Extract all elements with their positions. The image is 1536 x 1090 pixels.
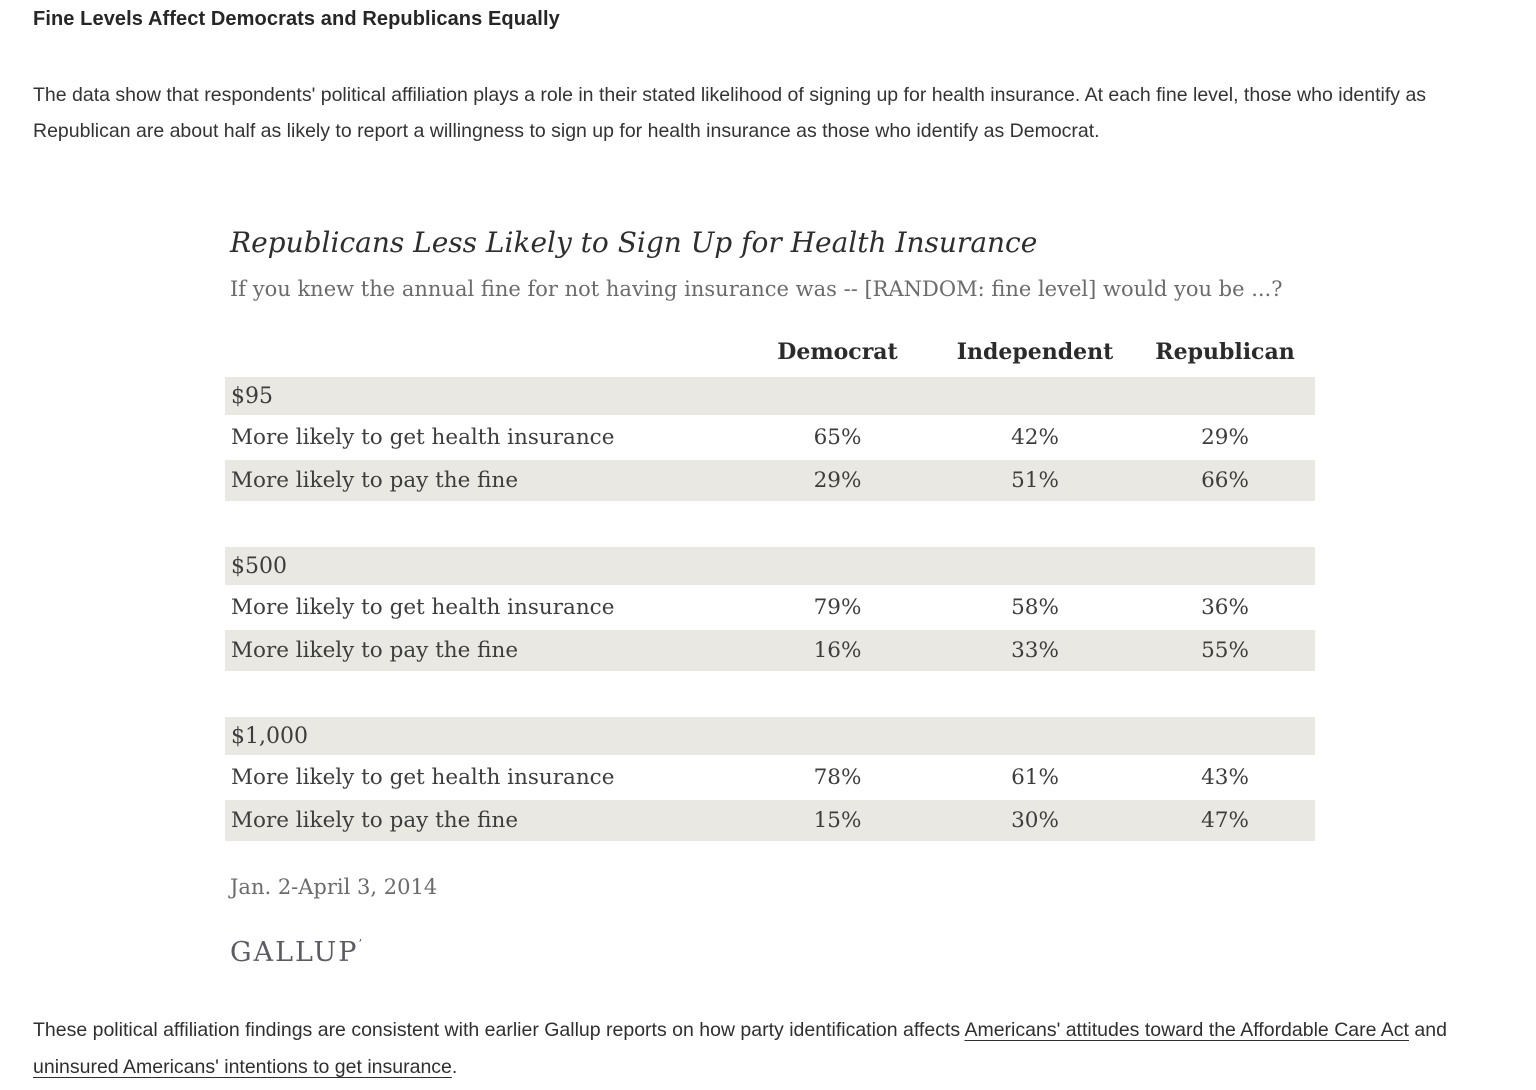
table-row: More likely to pay the fine 29% 51% 66% xyxy=(225,460,1315,501)
cell-independent: 51% xyxy=(1011,468,1059,493)
row-label: More likely to get health insurance xyxy=(231,425,615,450)
fine-level-band: $1,000 xyxy=(225,717,1315,755)
link-uninsured-intentions[interactable]: uninsured Americans' intentions to get i… xyxy=(33,1056,452,1078)
cell-republican: 43% xyxy=(1201,765,1249,790)
cell-independent: 61% xyxy=(1011,765,1059,790)
column-header-independent: Independent xyxy=(956,339,1114,365)
gallup-trademark: ’ xyxy=(358,937,363,951)
gallup-logo: GALLUP’ xyxy=(225,937,1315,968)
row-label: More likely to get health insurance xyxy=(231,595,615,620)
gallup-table: Republicans Less Likely to Sign Up for H… xyxy=(225,226,1315,968)
link-aca-attitudes[interactable]: Americans' attitudes toward the Affordab… xyxy=(964,1019,1409,1041)
chart-subtitle: If you knew the annual fine for not havi… xyxy=(230,277,1283,301)
fine-level-band: $95 xyxy=(225,377,1315,415)
row-label: More likely to pay the fine xyxy=(231,638,519,663)
table-row: More likely to get health insurance 78% … xyxy=(225,757,1315,798)
date-range: Jan. 2-April 3, 2014 xyxy=(230,875,438,899)
row-label: More likely to get health insurance xyxy=(231,765,615,790)
cell-republican: 47% xyxy=(1201,808,1249,833)
table-row: More likely to get health insurance 65% … xyxy=(225,417,1315,458)
cell-independent: 42% xyxy=(1011,425,1059,450)
cell-independent: 30% xyxy=(1011,808,1059,833)
cell-democrat: 65% xyxy=(813,425,862,450)
fine-level-label: $500 xyxy=(231,553,287,579)
fine-group-1000: $1,000 More likely to get health insuran… xyxy=(225,717,1315,841)
row-label: More likely to pay the fine xyxy=(231,808,519,833)
cell-democrat: 79% xyxy=(813,595,862,620)
chart-title: Republicans Less Likely to Sign Up for H… xyxy=(230,226,1038,259)
footer-text-mid: and xyxy=(1408,1019,1447,1041)
article-heading: Fine Levels Affect Democrats and Republi… xyxy=(33,8,560,30)
table-header-row: Democrat Independent Republican xyxy=(225,338,1315,366)
table-row: More likely to pay the fine 15% 30% 47% xyxy=(225,800,1315,841)
fine-level-label: $95 xyxy=(231,383,273,409)
column-header-democrat: Democrat xyxy=(777,339,898,365)
table-row: More likely to get health insurance 79% … xyxy=(225,587,1315,628)
footer-paragraph: These political affiliation findings are… xyxy=(33,1012,1495,1086)
cell-republican: 55% xyxy=(1201,638,1249,663)
footer-text-before: These political affiliation findings are… xyxy=(33,1019,965,1041)
fine-group-500: $500 More likely to get health insurance… xyxy=(225,547,1315,671)
fine-level-band: $500 xyxy=(225,547,1315,585)
fine-group-95: $95 More likely to get health insurance … xyxy=(225,377,1315,501)
column-header-republican: Republican xyxy=(1155,339,1295,365)
table-row: More likely to pay the fine 16% 33% 55% xyxy=(225,630,1315,671)
cell-independent: 33% xyxy=(1011,638,1059,663)
cell-democrat: 15% xyxy=(813,808,862,833)
row-label: More likely to pay the fine xyxy=(231,468,519,493)
cell-republican: 29% xyxy=(1201,425,1249,450)
cell-republican: 36% xyxy=(1201,595,1249,620)
cell-independent: 58% xyxy=(1011,595,1059,620)
article-intro-paragraph: The data show that respondents' politica… xyxy=(33,84,1427,142)
cell-democrat: 78% xyxy=(813,765,862,790)
fine-level-label: $1,000 xyxy=(231,723,308,749)
cell-democrat: 29% xyxy=(813,468,862,493)
gallup-logo-text: GALLUP xyxy=(230,937,359,968)
cell-democrat: 16% xyxy=(813,638,862,663)
footer-text-after: . xyxy=(451,1056,458,1078)
cell-republican: 66% xyxy=(1201,468,1249,493)
